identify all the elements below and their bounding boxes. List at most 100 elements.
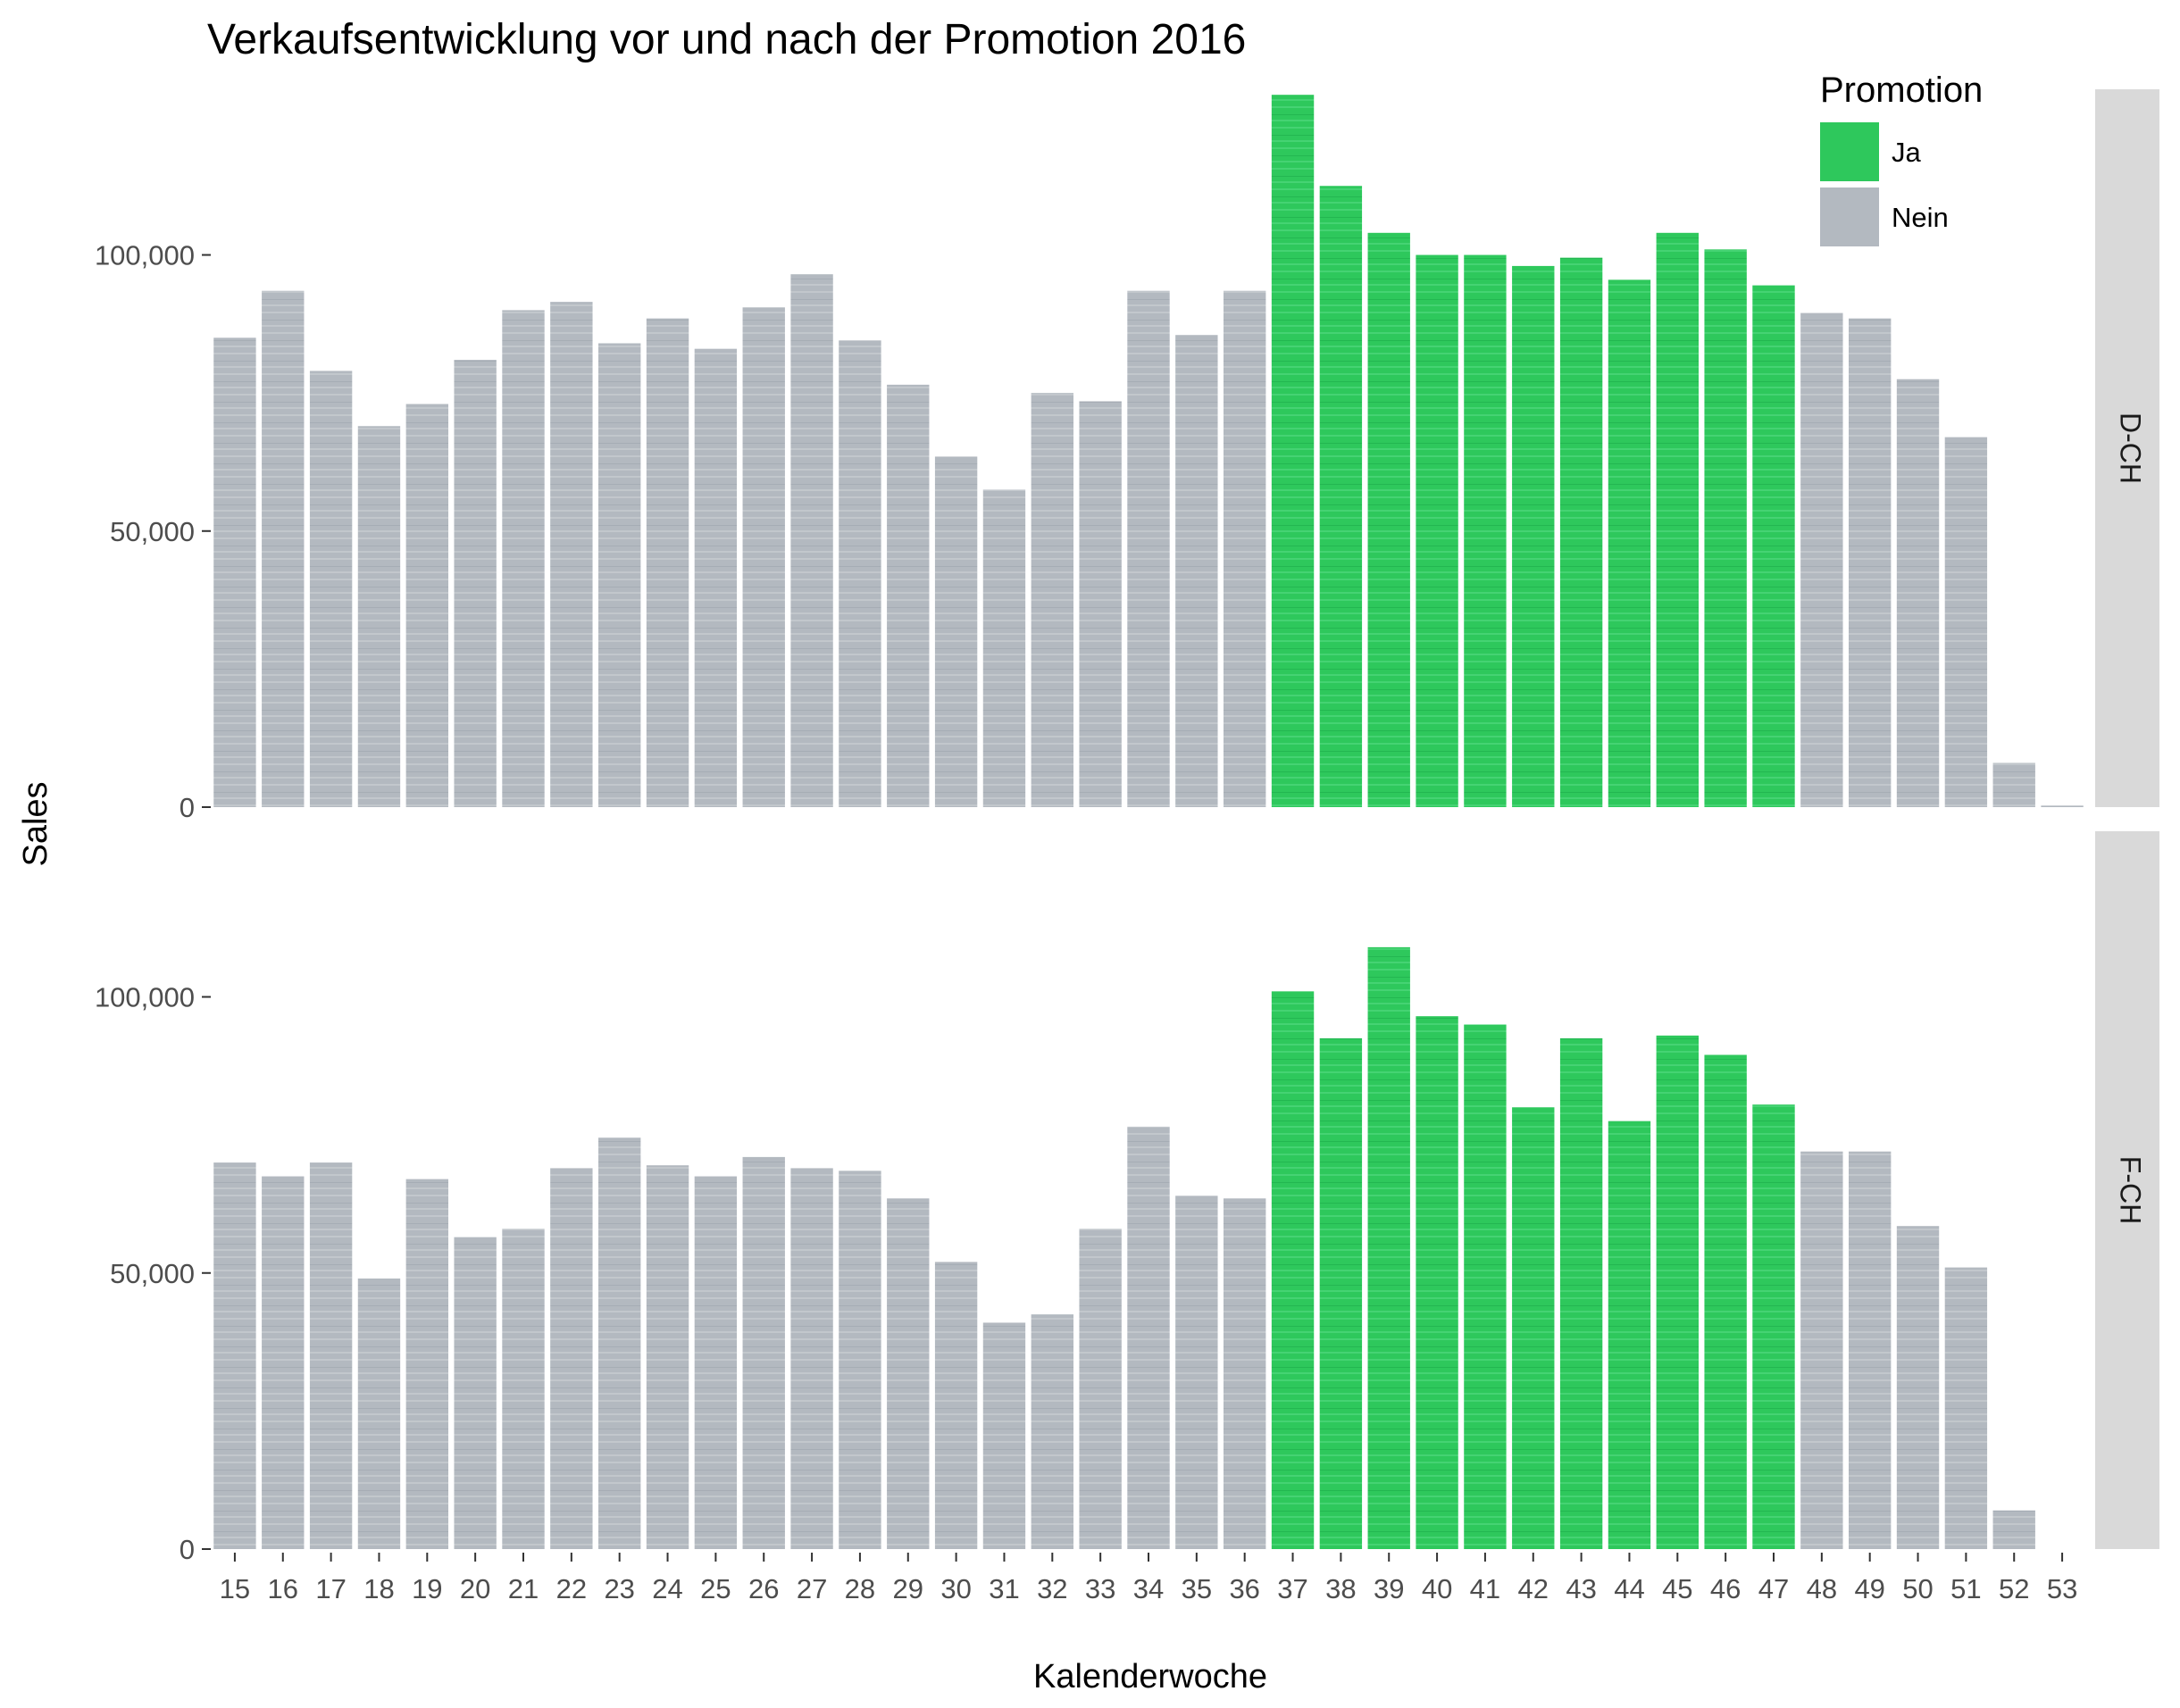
bar-d-ch-kw27: [790, 274, 833, 807]
bar-f-ch-kw30: [934, 1262, 978, 1549]
x-tick-label: 18: [363, 1573, 394, 1604]
x-tick-label: 30: [940, 1573, 971, 1604]
x-tick-label: 43: [1566, 1573, 1596, 1604]
x-tick-label: 20: [460, 1573, 490, 1604]
bar-f-ch-kw19: [405, 1179, 448, 1549]
bar-d-ch-kw44: [1608, 279, 1651, 807]
x-tick-label: 16: [268, 1573, 298, 1604]
bar-f-ch-kw20: [454, 1237, 497, 1549]
x-tick-label: 25: [700, 1573, 731, 1604]
bar-f-ch-kw51: [1944, 1267, 1988, 1549]
chart-title: Verkaufsentwicklung vor und nach der Pro…: [207, 16, 1246, 63]
x-tick-label: 42: [1518, 1573, 1549, 1604]
bar-f-ch-kw21: [502, 1229, 545, 1549]
facet-label: F-CH: [2115, 1156, 2147, 1224]
x-tick-label: 31: [989, 1573, 1019, 1604]
bar-d-ch-kw53: [2041, 805, 2084, 807]
x-tick-label: 45: [1662, 1573, 1692, 1604]
x-tick-label: 44: [1614, 1573, 1644, 1604]
bar-d-ch-kw17: [309, 371, 353, 807]
y-tick-label: 0: [180, 1534, 195, 1565]
bar-d-ch-kw52: [1992, 762, 2035, 807]
bar-d-ch-kw15: [213, 337, 256, 807]
bar-d-ch-kw37: [1271, 95, 1315, 808]
bar-f-ch-kw42: [1512, 1107, 1555, 1549]
bar-f-ch-kw37: [1271, 991, 1315, 1549]
panel-f-ch: F-CH 0 50,000 100,000: [95, 831, 2159, 1565]
y-tick-label: 0: [180, 792, 195, 823]
bar-d-ch-kw29: [887, 384, 930, 807]
x-tick-label: 24: [652, 1573, 682, 1604]
x-tick-label: 51: [1950, 1573, 1981, 1604]
bar-f-ch-kw24: [646, 1165, 689, 1549]
bar-f-ch-kw41: [1464, 1024, 1507, 1549]
bar-d-ch-kw25: [694, 348, 738, 807]
x-tick-label: 40: [1422, 1573, 1452, 1604]
bar-f-ch-kw26: [742, 1156, 785, 1549]
bar-f-ch-kw27: [790, 1168, 833, 1549]
bar-d-ch-kw18: [357, 426, 401, 807]
x-tick-label: 39: [1374, 1573, 1404, 1604]
x-tick-label: 47: [1758, 1573, 1789, 1604]
x-tick-label: 29: [893, 1573, 923, 1604]
facet-strip: [2095, 831, 2159, 1549]
bar-f-ch-kw17: [309, 1162, 353, 1549]
bar-d-ch-kw50: [1896, 379, 1940, 807]
x-tick-label: 33: [1085, 1573, 1115, 1604]
bar-d-ch-kw39: [1367, 232, 1410, 807]
bar-f-ch-kw49: [1849, 1151, 1892, 1549]
bar-f-ch-kw29: [887, 1198, 930, 1549]
bar-f-ch-kw38: [1319, 1037, 1363, 1549]
x-tick-label: 34: [1133, 1573, 1164, 1604]
bar-f-ch-kw28: [839, 1171, 881, 1549]
bar-d-ch-kw30: [934, 456, 978, 807]
x-tick-label: 21: [508, 1573, 539, 1604]
x-tick-label: 36: [1229, 1573, 1259, 1604]
x-tick-label: 38: [1325, 1573, 1356, 1604]
bar-f-ch-kw32: [1031, 1314, 1073, 1549]
x-tick-label: 53: [2047, 1573, 2077, 1604]
x-tick-label: 22: [556, 1573, 587, 1604]
bar-d-ch-kw48: [1800, 312, 1843, 808]
bar-d-ch-kw32: [1031, 393, 1073, 807]
legend-key-ja: [1820, 122, 1879, 181]
legend-label-nein: Nein: [1892, 202, 1949, 233]
bar-d-ch-kw51: [1944, 437, 1988, 807]
x-tick-label: 37: [1277, 1573, 1307, 1604]
bar-d-ch-kw42: [1512, 265, 1555, 807]
bar-f-ch-kw45: [1656, 1035, 1699, 1549]
x-tick-label: 26: [748, 1573, 779, 1604]
legend: Promotion Ja Nein: [1820, 71, 1983, 246]
bar-f-ch-kw40: [1416, 1016, 1458, 1549]
bar-f-ch-kw36: [1224, 1198, 1266, 1549]
y-tick-label: 100,000: [95, 240, 195, 271]
bar-f-ch-kw23: [598, 1137, 641, 1549]
bar-d-ch-kw24: [646, 318, 689, 807]
bar-d-ch-kw20: [454, 360, 497, 807]
bar-f-ch-kw18: [357, 1278, 401, 1549]
y-tick-label: 50,000: [110, 516, 195, 547]
facet-strip: [2095, 89, 2159, 807]
x-tick-label: 19: [412, 1573, 442, 1604]
bar-d-ch-kw33: [1079, 401, 1122, 807]
bar-f-ch-kw48: [1800, 1151, 1843, 1549]
bar-d-ch-kw26: [742, 307, 785, 807]
y-tick-label: 100,000: [95, 982, 195, 1013]
bar-f-ch-kw46: [1704, 1054, 1747, 1549]
bar-d-ch-kw16: [262, 290, 305, 807]
bar-f-ch-kw22: [550, 1168, 593, 1549]
bar-d-ch-kw38: [1319, 186, 1363, 808]
bar-d-ch-kw31: [982, 489, 1026, 807]
panels: D-CH 0 50,000 100,000 F-CH 0 50,000 100,000 15 16…: [95, 89, 2159, 1604]
bar-f-ch-kw25: [694, 1176, 738, 1549]
bar-d-ch-kw35: [1175, 335, 1218, 808]
legend-key-nein: [1820, 187, 1879, 246]
x-tick-label: 49: [1854, 1573, 1884, 1604]
x-tick-label: 46: [1710, 1573, 1741, 1604]
bar-d-ch-kw22: [550, 302, 593, 807]
y-axis-label: Sales: [17, 781, 54, 866]
panel-d-ch: D-CH 0 50,000 100,000: [95, 89, 2159, 823]
bar-d-ch-kw46: [1704, 249, 1747, 808]
x-tick-label: 35: [1182, 1573, 1212, 1604]
